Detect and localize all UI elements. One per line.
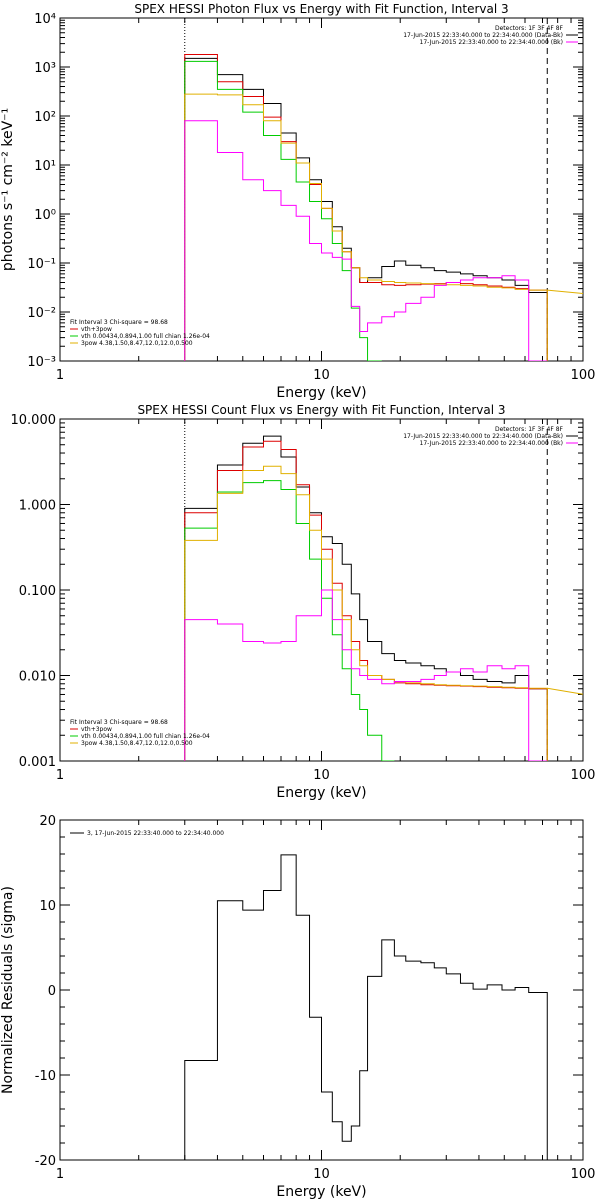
series-4-step-line bbox=[184, 465, 548, 761]
header-legend-line: 17-Jun-2015 22:33:40.000 to 22:34:40.000… bbox=[403, 433, 563, 440]
panel-2: SPEX HESSI Count Flux vs Energy with Fit… bbox=[11, 403, 596, 801]
fit-legend-line: vth 0.00434,0.894,1.00 full chian 1.26e-… bbox=[81, 333, 210, 340]
fit-extension-line bbox=[547, 687, 584, 695]
fit-legend-line: Fit Interval 3 Chi-square = 98.68 bbox=[70, 719, 168, 726]
series-5-step-line bbox=[184, 120, 548, 361]
y-tick-label: 20 bbox=[39, 814, 56, 829]
panel-3: 1 10 100 -20 -10 0 10 20 Energy (keV) Normalized … bbox=[0, 814, 595, 1200]
fit-legend-line: vth 0.00434,0.894,1.00 full chian 1.26e-… bbox=[81, 733, 210, 740]
x-axis-label: Energy (keV) bbox=[276, 385, 366, 401]
series-4-step-line bbox=[184, 93, 548, 361]
panel-1: SPEX HESSI Photon Flux vs Energy with Fi… bbox=[0, 2, 595, 401]
x-axis-label: Energy (keV) bbox=[276, 785, 366, 801]
y-tick-label: 10⁰ bbox=[34, 208, 56, 223]
series-2-step-line bbox=[184, 440, 548, 761]
y-tick-label: 10⁻³ bbox=[27, 355, 56, 370]
y-tick-label: 0.010 bbox=[19, 670, 56, 685]
chart-title: SPEX HESSI Count Flux vs Energy with Fit… bbox=[137, 403, 505, 417]
y-tick-label: 0 bbox=[48, 984, 56, 999]
y-tick-label: 0.001 bbox=[19, 755, 56, 770]
fit-legend-line: 3pow 4.38,1.50,8.47,12.0,12.0,0.500 bbox=[81, 340, 193, 347]
x-tick-label: 1 bbox=[56, 368, 64, 383]
y-tick-label: 10² bbox=[34, 110, 56, 125]
x-tick-label: 10 bbox=[313, 768, 330, 783]
y-tick-label: 10⁻¹ bbox=[27, 257, 56, 272]
y-tick-label: 10³ bbox=[34, 61, 56, 76]
series-3-step-line bbox=[184, 480, 395, 761]
y-axis-label: Normalized Residuals (sigma) bbox=[0, 886, 16, 1094]
header-legend-line: 17-Jun-2015 22:33:40.000 to 22:34:40.000… bbox=[420, 39, 563, 46]
series-1-step-line bbox=[184, 57, 548, 361]
x-tick-label: 100 bbox=[571, 768, 596, 783]
fit-extension-line bbox=[547, 289, 584, 295]
series-3-step-line bbox=[184, 60, 382, 361]
series-2-step-line bbox=[184, 53, 548, 361]
fit-legend-line: vth+3pow bbox=[81, 326, 112, 333]
chart-title: SPEX HESSI Photon Flux vs Energy with Fi… bbox=[134, 2, 508, 16]
series-5-step-line bbox=[184, 589, 548, 761]
x-tick-label: 100 bbox=[571, 1167, 596, 1182]
fit-legend-line: 3pow 4.38,1.50,8.47,12.0,12.0,0.500 bbox=[81, 740, 193, 747]
header-legend-line: 17-Jun-2015 22:33:40.000 to 22:34:40.000… bbox=[403, 32, 563, 39]
y-tick-label: 10⁻² bbox=[27, 306, 56, 321]
x-tick-label: 100 bbox=[571, 368, 596, 383]
x-tick-label: 10 bbox=[313, 1167, 330, 1182]
y-tick-label: 10⁴ bbox=[34, 12, 56, 27]
x-axis-label: Energy (keV) bbox=[276, 1184, 366, 1200]
fit-legend-line: Fit Interval 3 Chi-square = 98.68 bbox=[70, 319, 168, 326]
series-1-step-line bbox=[184, 435, 548, 761]
x-tick-label: 1 bbox=[56, 1167, 64, 1182]
y-tick-label: -20 bbox=[35, 1154, 56, 1169]
y-tick-label: 10 bbox=[39, 899, 56, 914]
y-tick-label: 10¹ bbox=[34, 159, 56, 174]
fit-legend-line: vth+3pow bbox=[81, 726, 112, 733]
y-axis-label: photons s⁻¹ cm⁻² keV⁻¹ bbox=[0, 108, 16, 271]
y-tick-label: 1.000 bbox=[19, 499, 56, 514]
y-tick-label: 0.100 bbox=[19, 584, 56, 599]
series-1-step-line bbox=[184, 854, 548, 1160]
header-legend-line: Detectors: 1F 3F 4F 8F bbox=[495, 426, 564, 433]
y-tick-label: -10 bbox=[35, 1069, 56, 1084]
x-tick-label: 1 bbox=[56, 768, 64, 783]
header-legend-line: Detectors: 1F 3F 4F 8F bbox=[495, 25, 564, 32]
residual-legend-text: 3, 17-Jun-2015 22:33:40.000 to 22:34:40.… bbox=[87, 830, 224, 837]
y-tick-label: 10.000 bbox=[11, 413, 57, 428]
x-tick-label: 10 bbox=[313, 368, 330, 383]
header-legend-line: 17-Jun-2015 22:33:40.000 to 22:34:40.000… bbox=[420, 440, 563, 447]
